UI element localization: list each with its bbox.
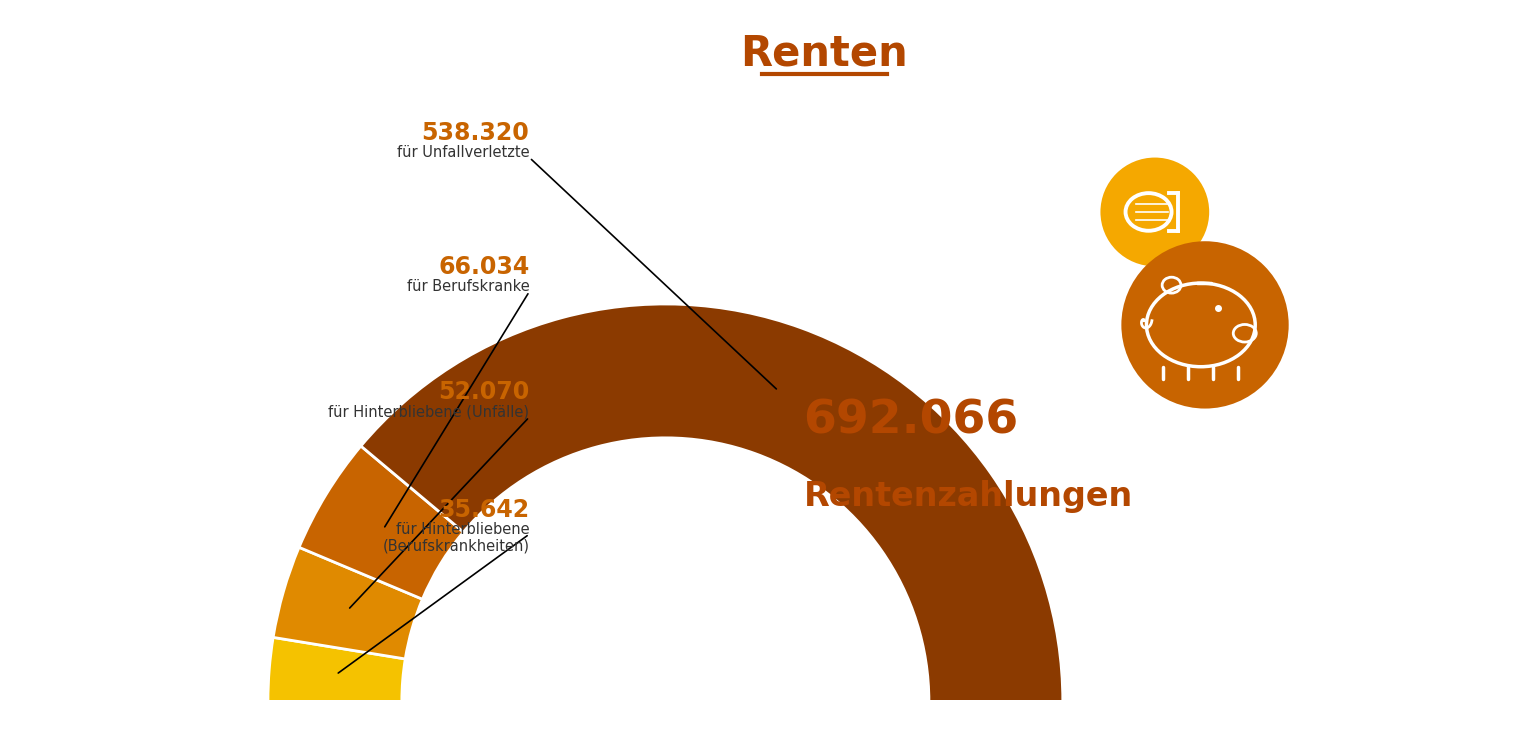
Wedge shape	[299, 446, 463, 599]
Text: für Unfallverletzte: für Unfallverletzte	[396, 145, 530, 160]
Circle shape	[1100, 157, 1209, 266]
Text: 692.066: 692.066	[804, 398, 1019, 444]
Text: 35.642: 35.642	[439, 498, 530, 521]
Text: für Berufskranke: für Berufskranke	[407, 279, 530, 294]
Text: für Hinterbliebene
(Berufskrankheiten): für Hinterbliebene (Berufskrankheiten)	[383, 521, 530, 554]
Text: Rentenzahlungen: Rentenzahlungen	[804, 480, 1133, 513]
Circle shape	[1121, 241, 1288, 409]
Text: 538.320: 538.320	[422, 121, 530, 145]
Wedge shape	[273, 548, 422, 659]
Wedge shape	[362, 304, 1063, 701]
Text: Renten: Renten	[740, 32, 908, 74]
Text: 52.070: 52.070	[437, 380, 530, 404]
Text: für Hinterbliebene (Unfälle): für Hinterbliebene (Unfälle)	[328, 404, 530, 419]
Text: 66.034: 66.034	[437, 255, 530, 279]
Wedge shape	[267, 637, 406, 701]
